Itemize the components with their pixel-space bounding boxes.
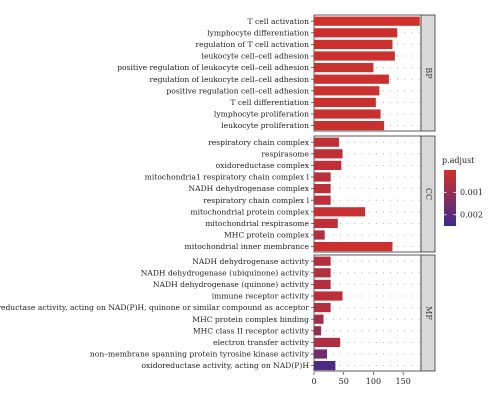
bar (314, 51, 395, 61)
bar (314, 109, 381, 119)
bar (314, 149, 343, 159)
term-label: respiratory chain complex (208, 138, 310, 147)
bar (314, 279, 331, 289)
term-label: positive regulation cell–cell adhesion (166, 86, 309, 95)
bar (314, 314, 324, 324)
term-label: electron transfer activity (213, 338, 310, 347)
term-label: MHC protein complex (224, 231, 310, 240)
facet-strip (420, 254, 436, 372)
term-label: leukocyte proliferation (221, 121, 309, 130)
facet-label-mf: MF (424, 306, 433, 320)
term-label: T cell activation (247, 17, 309, 26)
bar (314, 195, 331, 205)
x-tick-label: 100 (366, 377, 381, 386)
term-label: regulation of T cell activation (195, 40, 309, 49)
term-label: mitochondrial protein complex (190, 207, 309, 216)
bar (314, 361, 336, 371)
bar (314, 230, 325, 240)
term-label: respirasome (261, 149, 309, 158)
bar (314, 63, 374, 73)
bar (314, 256, 331, 266)
term-label: T cell differentiation (230, 98, 309, 107)
x-tick-label: 50 (339, 377, 349, 386)
facet-strip (420, 135, 436, 253)
term-label: mitochondrial respirasome (205, 219, 309, 228)
bar (314, 268, 331, 278)
bar (314, 137, 339, 147)
term-label: positive regulation of leukocyte cell–ce… (117, 63, 309, 72)
term-label: NADH dehydrogenase activity (192, 257, 309, 266)
bar (314, 172, 331, 182)
legend-title: p.adjust (442, 156, 475, 165)
bar (314, 242, 393, 252)
facet-label-cc: CC (424, 188, 433, 200)
term-label: immune receptor activity (212, 292, 310, 301)
term-label: oxidoreductase activity, acting on NAD(P… (141, 361, 309, 370)
panel-mf (313, 254, 422, 372)
term-label: mitochondrial inner membrance (185, 242, 310, 251)
term-label: NADH dehydrogenase complex (188, 184, 309, 193)
term-label: NADH dehydrogenase (ubiquinone) activity (141, 268, 310, 277)
bar (314, 16, 420, 26)
bar (314, 28, 398, 38)
bar (314, 97, 376, 107)
x-tick-label: 150 (396, 377, 411, 386)
term-label: NADH dehydrogenase (quinone) activity (153, 280, 310, 289)
bar (314, 218, 338, 228)
legend-tick-label: 0.002 (460, 211, 483, 220)
bar (314, 74, 389, 84)
bar (314, 337, 341, 347)
term-label: respiratory chain complex l (203, 196, 309, 205)
bar (314, 86, 380, 96)
bar (314, 326, 322, 336)
term-label: oxidoreductase complex (216, 161, 310, 170)
bar (314, 349, 328, 359)
facet-label-bp: BP (424, 67, 433, 79)
term-label: regulation of leukocyte cell–cell adhesi… (150, 75, 310, 84)
term-label: mitochondria1 respiratory chain complex … (145, 173, 310, 182)
bar (314, 39, 393, 49)
term-label: non–membrane spanning protein tyrosine k… (90, 350, 310, 359)
term-label: MHC class II receptor activity (193, 326, 310, 335)
bar (314, 291, 343, 301)
term-label: MHC protein complex binding (192, 315, 309, 324)
bar (314, 303, 331, 313)
term-label: lymphocyte proliferation (214, 110, 309, 119)
bar (314, 184, 331, 194)
legend-tick-label: 0.001 (460, 188, 483, 197)
x-tick-label: 0 (311, 377, 316, 386)
bar (314, 121, 385, 131)
term-label: leukocyte cell–cell adhesion (202, 52, 310, 61)
bar (314, 207, 366, 217)
term-label: lymphocyte differentiation (207, 28, 309, 37)
bar (314, 160, 342, 170)
legend-colorbar (444, 170, 456, 226)
term-label: oxidoreductase activity, acting on NAD(P… (0, 303, 309, 312)
facet-strip (420, 14, 436, 132)
